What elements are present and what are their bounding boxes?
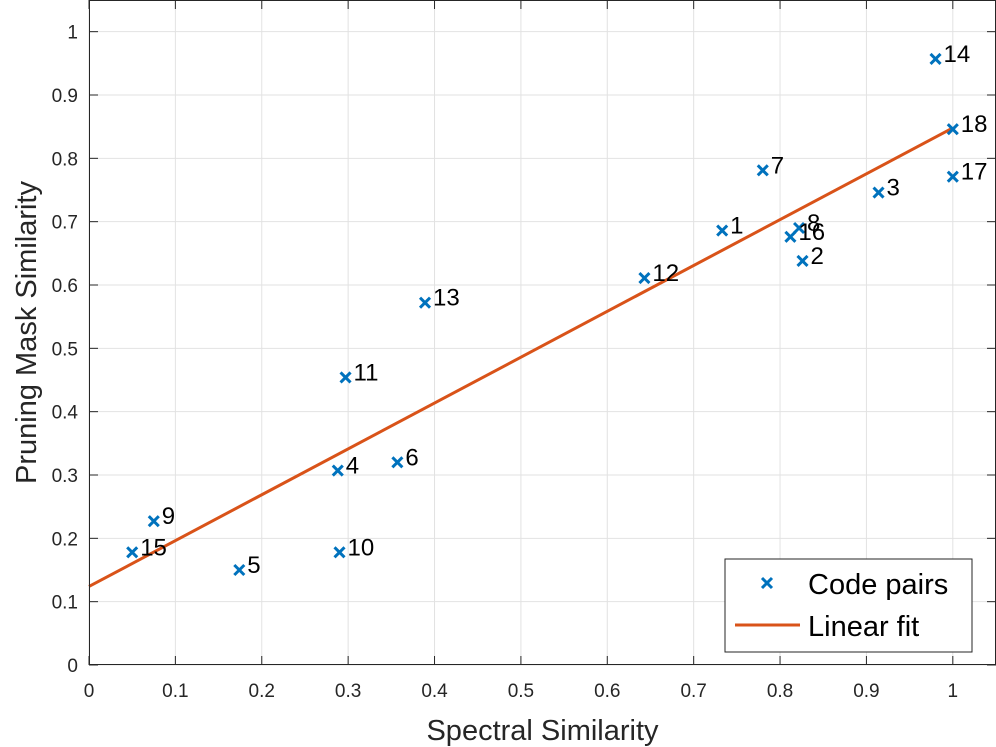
y-tick-label: 0.4 <box>52 403 79 424</box>
linear-fit-line <box>88 126 954 588</box>
data-point-marker <box>929 52 942 65</box>
x-tick-label: 0.2 <box>249 681 275 702</box>
data-point-marker <box>331 464 344 477</box>
grid-lines <box>88 0 996 666</box>
data-point-marker <box>946 170 959 183</box>
data-point-marker <box>638 271 651 285</box>
point-label: 9 <box>162 503 175 530</box>
data-point-marker <box>872 186 885 199</box>
point-label: 18 <box>961 111 988 138</box>
legend-box <box>724 558 973 653</box>
data-point-marker <box>391 456 404 469</box>
legend-marker-code-pairs <box>760 576 774 590</box>
data-point-marker <box>756 164 769 177</box>
y-tick-label: 0.2 <box>52 529 78 550</box>
point-label: 1 <box>730 213 743 240</box>
point-label: 16 <box>798 219 825 246</box>
data-point-marker <box>792 221 806 235</box>
point-label: 14 <box>944 41 971 68</box>
point-label: 17 <box>961 159 988 186</box>
linear-fit-layer <box>88 126 954 588</box>
y-tick-label: 0.3 <box>52 466 78 487</box>
x-tick-label: 0.7 <box>680 681 706 702</box>
axis-ticks: 0 0.1 0.2 0.3 0.4 0.5 0.6 0.7 0.8 0.9 100.10.20.30… <box>52 0 996 702</box>
x-tick-label: 0.3 <box>335 681 361 702</box>
y-tick-label: 0.6 <box>52 276 78 297</box>
legend-label-code-pairs: Code pairs <box>808 569 948 601</box>
x-axis-label: Spectral Similarity <box>426 715 659 747</box>
x-tick-label: 1 <box>948 681 959 702</box>
x-tick-label: 0.1 <box>162 681 188 702</box>
data-point-marker <box>716 224 729 237</box>
y-tick-label: 1 <box>67 23 78 44</box>
point-label: 15 <box>140 534 167 561</box>
x-tick-label: 0.5 <box>508 681 534 702</box>
point-label: 3 <box>887 175 900 202</box>
point-label: 2 <box>811 243 824 270</box>
data-point-marker <box>418 296 432 309</box>
data-point-marker <box>946 123 959 136</box>
points-layer <box>126 52 959 577</box>
point-label: 10 <box>348 534 375 561</box>
x-tick-label: 0.6 <box>594 681 620 702</box>
y-tick-label: 0.7 <box>52 213 78 234</box>
point-label: 7 <box>771 152 784 179</box>
legend: Code pairs Linear fit <box>724 558 973 653</box>
x-tick-label: 0 <box>84 681 95 702</box>
x-tick-label: 0.9 <box>853 681 879 702</box>
y-tick-label: 0.9 <box>52 86 78 107</box>
legend-label-linear-fit: Linear fit <box>808 611 919 643</box>
point-label: 5 <box>247 552 260 579</box>
point-label: 12 <box>652 260 679 287</box>
data-point-marker <box>333 546 346 559</box>
point-label: 8 <box>807 210 820 237</box>
data-point-marker <box>233 563 246 577</box>
y-axis-label: Pruning Mask Similarity <box>11 181 43 484</box>
point-label: 11 <box>354 359 379 386</box>
plot-area <box>89 0 996 665</box>
data-point-marker <box>147 515 160 528</box>
data-point-marker <box>784 230 797 243</box>
y-tick-label: 0.8 <box>52 149 78 170</box>
point-label: 4 <box>346 453 359 480</box>
y-tick-label: 0.5 <box>52 339 78 360</box>
x-tick-label: 0.8 <box>767 681 793 702</box>
y-tick-label: 0.1 <box>52 593 78 614</box>
point-label: 6 <box>405 444 418 471</box>
data-point-marker <box>796 254 809 267</box>
data-point-marker <box>339 371 352 384</box>
y-tick-label: 0 <box>67 656 78 677</box>
x-tick-label: 0.4 <box>421 681 448 702</box>
point-label: 13 <box>433 285 460 312</box>
data-point-marker <box>126 546 139 559</box>
legend-marker-glyph <box>760 576 774 590</box>
